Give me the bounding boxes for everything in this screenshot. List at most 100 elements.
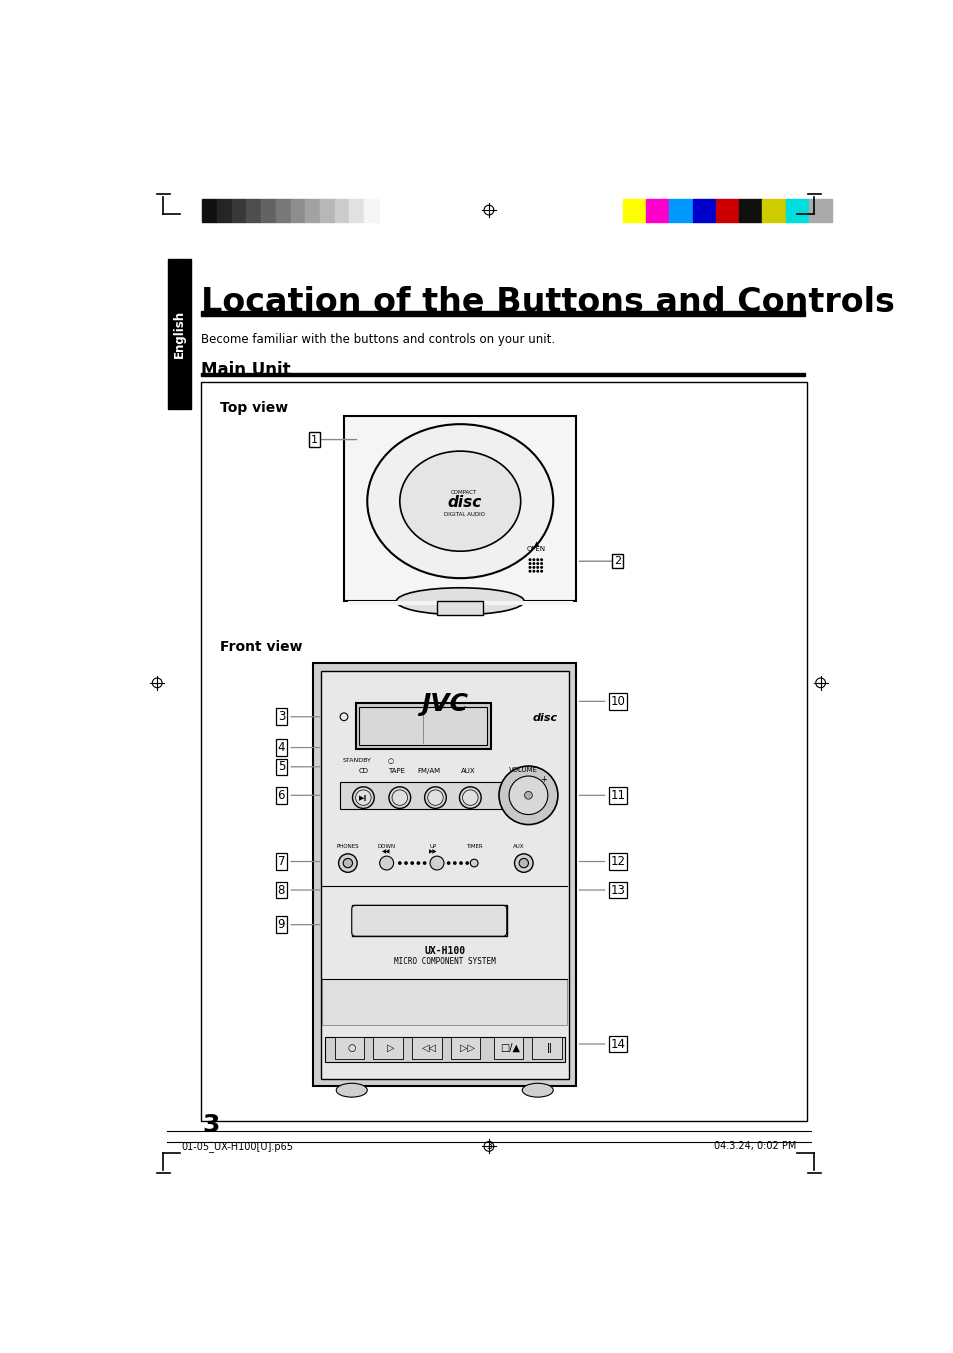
Text: PHONES: PHONES — [336, 844, 359, 848]
Text: 10: 10 — [610, 695, 625, 708]
Bar — [335, 1038, 364, 1058]
Text: 1: 1 — [311, 434, 317, 445]
Bar — [291, 199, 305, 222]
Text: TAPE: TAPE — [388, 769, 405, 774]
Bar — [622, 199, 645, 222]
Circle shape — [533, 567, 534, 568]
Circle shape — [398, 862, 400, 865]
Circle shape — [447, 862, 449, 865]
Bar — [275, 199, 291, 222]
Text: □/▲: □/▲ — [500, 1043, 520, 1053]
Text: ▷: ▷ — [386, 1043, 394, 1053]
Circle shape — [404, 862, 407, 865]
Bar — [232, 199, 246, 222]
Circle shape — [540, 563, 542, 564]
Text: JVC: JVC — [421, 693, 468, 716]
Circle shape — [459, 862, 461, 865]
Bar — [200, 311, 804, 317]
Text: TIMER: TIMER — [465, 844, 482, 848]
Bar — [412, 1038, 441, 1058]
Circle shape — [533, 559, 534, 560]
Text: Front view: Front view — [220, 640, 302, 653]
Bar — [645, 199, 669, 222]
Circle shape — [470, 859, 477, 867]
Text: English: English — [173, 310, 186, 357]
Text: 13: 13 — [610, 884, 625, 897]
Ellipse shape — [399, 451, 520, 551]
Bar — [305, 199, 319, 222]
Circle shape — [462, 790, 477, 805]
Ellipse shape — [367, 423, 553, 578]
Text: Top view: Top view — [220, 400, 288, 415]
Circle shape — [524, 792, 532, 800]
Bar — [785, 199, 808, 222]
Text: 8: 8 — [277, 884, 285, 897]
Text: COMPACT: COMPACT — [451, 490, 476, 495]
Bar — [202, 199, 216, 222]
Circle shape — [514, 854, 533, 873]
Text: 04.3.24, 0:02 PM: 04.3.24, 0:02 PM — [714, 1142, 796, 1151]
Circle shape — [427, 790, 443, 805]
Text: ▶ǁ: ▶ǁ — [358, 794, 367, 801]
Text: 14: 14 — [610, 1038, 625, 1050]
Text: 9: 9 — [277, 919, 285, 931]
Circle shape — [340, 713, 348, 721]
Text: ◁◁: ◁◁ — [421, 1043, 436, 1053]
Circle shape — [423, 862, 425, 865]
Circle shape — [424, 787, 446, 808]
Circle shape — [498, 766, 558, 824]
Bar — [355, 704, 491, 750]
Circle shape — [518, 858, 528, 867]
Text: UP
▶▶: UP ▶▶ — [429, 844, 436, 855]
Circle shape — [509, 777, 547, 815]
Bar — [216, 199, 232, 222]
Bar — [335, 199, 349, 222]
Bar — [200, 382, 806, 1122]
Circle shape — [533, 571, 534, 572]
Text: AUX: AUX — [512, 844, 523, 848]
Text: 2: 2 — [614, 556, 620, 566]
Text: 5: 5 — [277, 760, 285, 774]
Bar — [319, 199, 335, 222]
Text: UX-H100: UX-H100 — [424, 946, 465, 957]
Text: AUX: AUX — [460, 769, 475, 774]
Circle shape — [466, 862, 468, 865]
Circle shape — [459, 787, 480, 808]
Text: CD: CD — [358, 769, 368, 774]
Bar — [739, 199, 761, 222]
Text: ○: ○ — [347, 1043, 355, 1053]
Circle shape — [392, 790, 407, 805]
Text: 3: 3 — [202, 1114, 219, 1138]
Text: Become familiar with the buttons and controls on your unit.: Become familiar with the buttons and con… — [200, 333, 554, 346]
Bar — [532, 1038, 561, 1058]
Text: disc: disc — [533, 713, 558, 724]
Circle shape — [389, 787, 410, 808]
Circle shape — [338, 854, 356, 873]
Text: 3: 3 — [485, 1142, 492, 1151]
Bar — [313, 663, 576, 1086]
Bar — [808, 199, 831, 222]
Circle shape — [540, 559, 542, 560]
Text: VOLUME: VOLUME — [509, 767, 537, 773]
Text: 01-05_UX-H100[U].p65: 01-05_UX-H100[U].p65 — [181, 1141, 293, 1151]
Circle shape — [379, 856, 394, 870]
Circle shape — [529, 567, 530, 568]
Bar — [349, 199, 364, 222]
Bar — [364, 199, 378, 222]
Bar — [359, 706, 487, 746]
Text: 12: 12 — [610, 855, 625, 869]
Bar — [200, 373, 804, 376]
Bar — [716, 199, 739, 222]
Ellipse shape — [395, 587, 523, 614]
Text: STANDBY: STANDBY — [342, 758, 371, 763]
Text: 11: 11 — [610, 789, 625, 802]
Bar — [493, 1038, 522, 1058]
Text: FM/AM: FM/AM — [417, 769, 440, 774]
Text: ○: ○ — [387, 758, 394, 764]
Bar — [261, 199, 275, 222]
Circle shape — [540, 571, 542, 572]
Circle shape — [540, 567, 542, 568]
Ellipse shape — [335, 1084, 367, 1097]
Circle shape — [430, 856, 443, 870]
Text: Location of the Buttons and Controls: Location of the Buttons and Controls — [200, 285, 894, 318]
